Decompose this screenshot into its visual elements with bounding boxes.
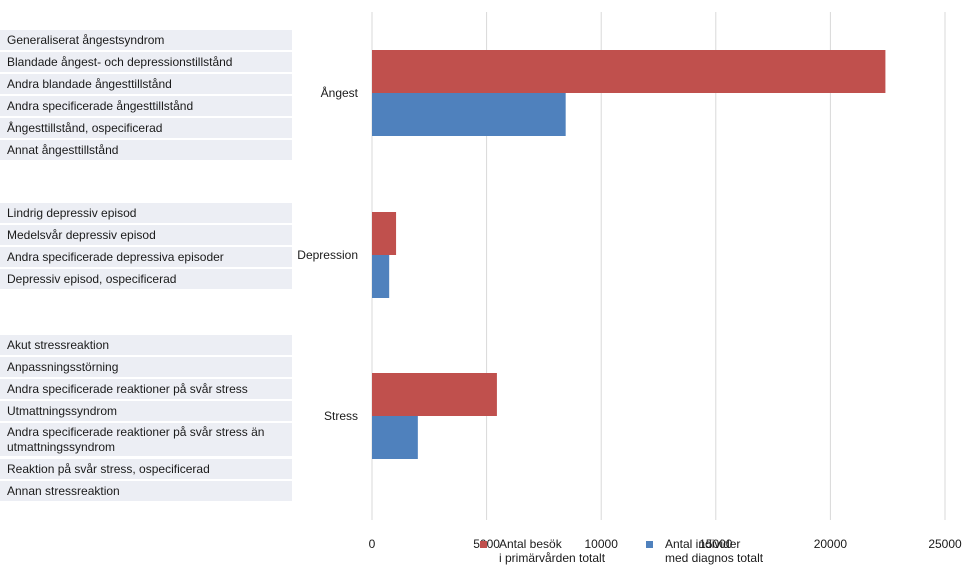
x-tick-label: 0: [369, 537, 376, 551]
diagnosis-item: Depressiv episod, ospecificerad: [0, 269, 292, 289]
diagnosis-item: Ångesttillstånd, ospecificerad: [0, 118, 292, 138]
legend-swatch: [646, 541, 653, 548]
legend-label: Antal individer med diagnos totalt: [665, 537, 763, 565]
legend-label: Antal besök i primärvården totalt: [499, 537, 605, 565]
bar-visits-2: [372, 373, 497, 416]
category-label: Stress: [324, 409, 358, 423]
category-label: Ångest: [321, 85, 359, 100]
diagnosis-item: Andra specificerade depressiva episoder: [0, 247, 292, 267]
bars: [372, 50, 886, 459]
diagnosis-item: Akut stressreaktion: [0, 335, 292, 355]
diagnosis-item: Andra specificerade reaktioner på svår s…: [0, 423, 292, 456]
x-tick-label: 20000: [814, 537, 848, 551]
bar-individuals-1: [372, 255, 390, 298]
category-labels: Ångest Depression Stress: [297, 85, 358, 423]
diagnosis-item: Lindrig depressiv episod: [0, 203, 292, 223]
diagnosis-item: Utmattningssyndrom: [0, 401, 292, 421]
diagnosis-item: Generaliserat ångestsyndrom: [0, 30, 292, 50]
x-tick-label: 25000: [928, 537, 962, 551]
x-tick-label: 15000: [699, 537, 733, 551]
x-tick-label: 10000: [585, 537, 619, 551]
bar-individuals-0: [372, 93, 566, 136]
bar-visits-1: [372, 212, 397, 255]
legend-label-line: Antal individer: [665, 537, 741, 551]
legend-label-line: med diagnos totalt: [665, 551, 764, 565]
diagnosis-item: Annan stressreaktion: [0, 481, 292, 501]
diagnosis-item: Andra specificerade ångesttillstånd: [0, 96, 292, 116]
bar-individuals-2: [372, 416, 418, 459]
diagnosis-item: Andra specificerade reaktioner på svår s…: [0, 379, 292, 399]
diagnosis-item: Medelsvår depressiv episod: [0, 225, 292, 245]
legend-label-line: Antal besök: [499, 537, 562, 551]
diagnosis-item: Blandade ångest- och depressionstillstån…: [0, 52, 292, 72]
diagnosis-item: Reaktion på svår stress, ospecificerad: [0, 459, 292, 479]
legend: Antal besök i primärvården totalt Antal in…: [480, 537, 800, 565]
diagnosis-item: Annat ångesttillstånd: [0, 140, 292, 160]
category-label: Depression: [297, 248, 358, 262]
legend-swatch: [480, 541, 487, 548]
diagnosis-item: Andra blandade ångesttillstånd: [0, 74, 292, 94]
diagnosis-item: Anpassningsstörning: [0, 357, 292, 377]
bar-visits-0: [372, 50, 886, 93]
diagnosis-list: Generaliserat ångestsyndrom Blandade ånge…: [0, 0, 292, 565]
legend-label-line: i primärvården totalt: [499, 551, 606, 565]
